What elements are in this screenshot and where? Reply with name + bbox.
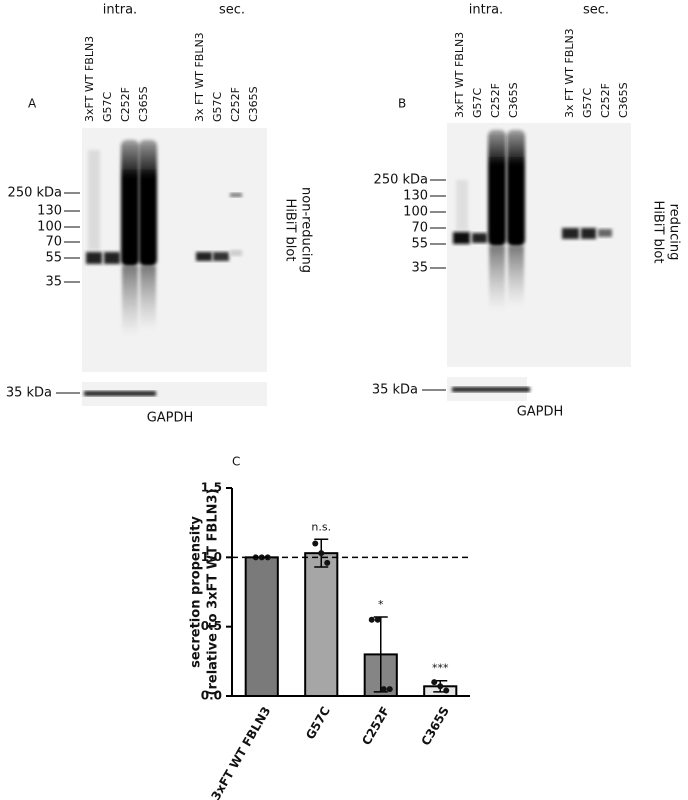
data-point: [380, 686, 387, 693]
marker-label: 70: [45, 235, 62, 250]
panel-label: B: [398, 97, 406, 111]
band: [562, 228, 579, 239]
loading-marker: 35 kDa: [6, 386, 52, 401]
lane-label: C252F: [489, 83, 502, 118]
data-point: [312, 540, 319, 547]
y-axis-label: (relative to 3xFT WT FBLN3): [206, 489, 221, 696]
lane-label: C365S: [137, 86, 150, 122]
significance-label: n.s.: [311, 520, 331, 533]
data-point: [386, 686, 393, 693]
band: [88, 150, 100, 250]
band: [121, 140, 139, 266]
blot-a: [82, 128, 267, 406]
marker-label: 55: [411, 237, 428, 252]
band: [581, 228, 596, 239]
marker-label: 130: [37, 204, 62, 219]
lane-label: G57C: [581, 87, 594, 118]
band: [140, 266, 156, 330]
marker-label: 100: [37, 220, 62, 235]
marker-label: 100: [403, 205, 428, 220]
x-tick-label: G57C: [303, 704, 333, 742]
lane-label: 3x FT WT FBLN3: [563, 28, 576, 118]
group-label: intra.: [469, 3, 503, 18]
band: [104, 252, 120, 264]
data-point: [368, 616, 375, 623]
band: [230, 250, 242, 256]
group-label: sec.: [219, 3, 245, 18]
band: [452, 387, 530, 392]
significance-label: ***: [432, 662, 449, 675]
band: [456, 180, 468, 230]
x-tick-label: C252F: [359, 704, 392, 747]
lane-label: G57C: [471, 87, 484, 118]
band: [598, 229, 612, 237]
marker-label: 35: [411, 261, 428, 276]
band: [488, 130, 506, 246]
y-tick-label: 0.5: [201, 619, 222, 633]
lane-label: G57C: [211, 91, 224, 122]
lane-label: C252F: [229, 87, 242, 122]
blot-label: HiBiT blot: [283, 199, 298, 262]
lane-label: C252F: [599, 83, 612, 118]
band: [453, 232, 470, 244]
significance-label: *: [378, 598, 384, 611]
data-point: [318, 550, 325, 557]
panel-label: A: [28, 97, 37, 111]
panel-label: C: [232, 455, 240, 469]
lane-label: C365S: [617, 82, 630, 118]
y-tick-label: 0.0: [201, 689, 222, 703]
blot-b: [447, 123, 631, 401]
band: [230, 193, 242, 197]
bar: [304, 552, 339, 697]
band: [489, 246, 505, 310]
lane-label: C365S: [247, 86, 260, 122]
marker-label: 250 kDa: [374, 173, 428, 188]
data-point: [324, 559, 331, 566]
y-tick-label: 1.0: [201, 550, 222, 564]
blot-label: non-reducing: [299, 187, 314, 273]
marker-label: 55: [45, 251, 62, 266]
data-point: [431, 679, 438, 686]
band: [508, 246, 524, 306]
membrane: [447, 123, 631, 367]
blot-label: reducing: [667, 204, 682, 261]
marker-label: 35: [45, 275, 62, 290]
lane-label: C365S: [507, 82, 520, 118]
marker-label: 70: [411, 221, 428, 236]
band: [196, 252, 212, 261]
bar: [244, 556, 279, 697]
loading-label: GAPDH: [147, 411, 194, 426]
band: [122, 266, 138, 336]
error-bar: [373, 616, 388, 693]
loading-label: GAPDH: [517, 405, 564, 420]
lane-label: G57C: [101, 91, 114, 122]
band: [139, 140, 157, 266]
group-label: intra.: [103, 3, 137, 18]
data-point: [258, 554, 265, 561]
marker-label: 250 kDa: [8, 186, 62, 201]
band: [472, 233, 487, 243]
lane-label: C252F: [119, 87, 132, 122]
y-tick-label: 1.5: [201, 481, 222, 495]
data-point: [443, 687, 450, 694]
loading-marker: 35 kDa: [372, 383, 418, 398]
band: [84, 391, 156, 396]
band: [507, 130, 525, 246]
y-axis-label: secretion propensity: [189, 516, 204, 668]
marker-label: 130: [403, 189, 428, 204]
band: [86, 252, 102, 264]
lane-label: 3xFT WT FBLN3: [453, 32, 466, 118]
lane-label: 3xFT WT FBLN3: [83, 36, 96, 122]
lane-label: 3x FT WT FBLN3: [193, 32, 206, 122]
group-label: sec.: [583, 3, 609, 18]
x-tick-label: 3xFT WT FBLN3: [208, 704, 273, 800]
blot-label: HiBiT blot: [651, 201, 666, 264]
band: [213, 252, 229, 261]
x-tick-label: C365S: [419, 704, 452, 748]
data-point: [437, 683, 444, 690]
data-point: [374, 616, 381, 623]
